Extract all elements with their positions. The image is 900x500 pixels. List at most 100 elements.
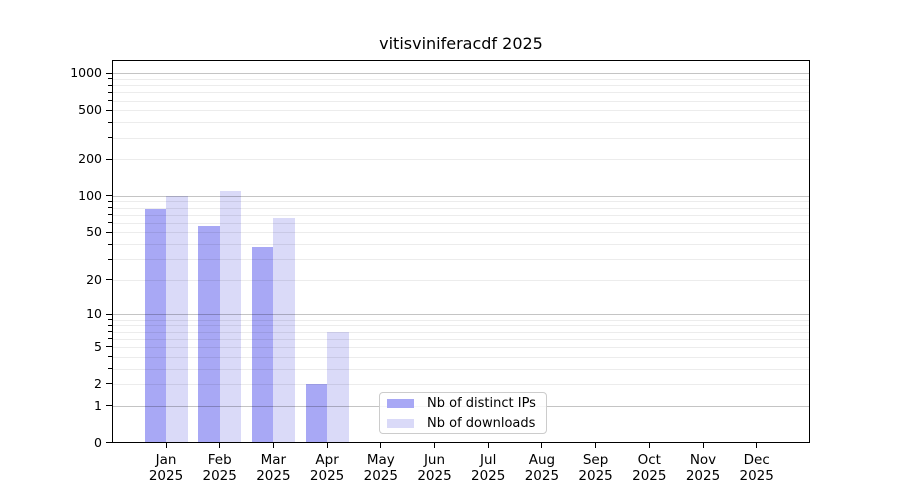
legend-item-distinct-ips: Nb of distinct IPs	[387, 396, 546, 411]
bar-distinct-ips-feb	[198, 225, 220, 442]
legend-label-downloads: Nb of downloads	[427, 415, 536, 431]
y-tick-mark	[106, 313, 112, 315]
plot-area	[112, 60, 810, 443]
bar-downloads-apr	[327, 331, 349, 442]
y-minor-tick-mark	[108, 331, 112, 332]
x-tick-year: 2025	[739, 468, 774, 484]
y-tick-label: 0	[94, 434, 102, 450]
x-tick-mark	[434, 443, 435, 448]
x-tick-label: Mar 2025	[241, 452, 305, 484]
x-tick-mark	[326, 443, 328, 448]
y-tick-label: 1	[94, 397, 102, 413]
bar-distinct-ips-apr	[305, 383, 328, 442]
x-tick-year: 2025	[632, 468, 667, 484]
minor-gridline	[113, 368, 809, 370]
y-minor-tick-mark	[108, 356, 112, 358]
bar-downloads-mar	[273, 217, 295, 442]
x-tick-month: May	[366, 452, 395, 468]
y-tick-label: 1000	[70, 65, 102, 81]
y-minor-tick-mark	[108, 368, 112, 370]
x-tick-mark	[272, 443, 274, 448]
y-minor-tick-mark	[108, 200, 112, 202]
y-minor-tick-mark	[108, 100, 112, 102]
x-tick-year: 2025	[309, 468, 345, 484]
x-tick-label: Oct 2025	[617, 452, 681, 484]
minor-gridline	[113, 122, 809, 124]
minor-gridline	[113, 331, 809, 333]
y-minor-tick-mark	[108, 207, 112, 209]
y-minor-tick-mark	[108, 121, 112, 123]
x-tick-mark	[165, 443, 167, 448]
bar-downloads-jan	[166, 195, 188, 442]
x-tick-year: 2025	[363, 468, 398, 484]
x-tick-month: Jun	[423, 452, 446, 468]
x-tick-label: Feb 2025	[188, 452, 252, 484]
y-tick-label: 2	[94, 375, 102, 391]
gridlines-layer	[113, 61, 809, 442]
x-tick-month: Nov	[689, 452, 717, 468]
y-minor-tick-mark	[108, 324, 112, 326]
x-tick-year: 2025	[256, 468, 291, 484]
y-minor-tick-mark	[108, 383, 112, 385]
legend-item-downloads: Nb of downloads	[387, 416, 546, 431]
minor-gridline	[113, 383, 809, 385]
x-tick-label: Jun 2025	[403, 452, 467, 484]
minor-gridline	[113, 356, 809, 358]
minor-gridline	[113, 338, 809, 340]
x-tick-mark	[380, 443, 382, 448]
x-tick-year: 2025	[417, 468, 452, 484]
y-tick-label: 200	[78, 151, 102, 167]
y-minor-tick-mark	[108, 231, 112, 233]
minor-gridline	[113, 259, 809, 261]
minor-gridline	[113, 244, 809, 246]
y-tick-label: 20	[86, 271, 102, 287]
bars-layer	[113, 61, 809, 442]
x-tick-mark	[648, 443, 650, 448]
minor-gridline	[113, 201, 809, 203]
minor-gridline	[113, 110, 809, 112]
minor-gridline	[113, 319, 809, 321]
y-minor-tick-mark	[108, 338, 112, 340]
x-tick-year: 2025	[685, 468, 721, 484]
x-tick-year: 2025	[524, 468, 560, 484]
y-tick-label: 100	[78, 187, 102, 203]
minor-gridline	[113, 137, 809, 139]
minor-gridline	[113, 214, 809, 216]
x-tick-label: Jul 2025	[456, 452, 520, 484]
major-gridline	[113, 73, 809, 75]
legend-label-distinct-ips: Nb of distinct IPs	[427, 395, 536, 411]
x-tick-month: Aug	[528, 452, 556, 468]
bar-downloads-feb	[219, 190, 242, 442]
y-tick-mark	[106, 405, 112, 407]
minor-gridline	[113, 207, 809, 209]
x-tick-label: Nov 2025	[671, 452, 735, 484]
y-minor-tick-mark	[108, 346, 112, 348]
minor-gridline	[113, 100, 809, 102]
minor-gridline	[113, 222, 809, 224]
minor-gridline	[113, 159, 809, 161]
minor-gridline	[113, 232, 809, 234]
x-tick-year: 2025	[471, 468, 506, 484]
minor-gridline	[113, 85, 809, 87]
y-minor-tick-mark	[108, 78, 112, 80]
minor-gridline	[113, 92, 809, 94]
legend-swatch-distinct-ips-icon	[387, 398, 414, 408]
major-gridline	[113, 314, 809, 316]
minor-gridline	[113, 325, 809, 327]
major-gridline	[113, 195, 809, 197]
y-minor-tick-mark	[108, 258, 112, 260]
y-tick-mark	[106, 195, 112, 197]
bar-distinct-ips-jan	[144, 209, 166, 442]
y-minor-tick-mark	[108, 222, 112, 224]
chart-title: vitisviniferacdf 2025	[379, 34, 543, 53]
y-minor-tick-mark	[108, 214, 112, 216]
minor-gridline	[113, 78, 809, 80]
x-tick-mark	[219, 443, 221, 448]
x-tick-year: 2025	[148, 468, 184, 484]
x-tick-label: Jan 2025	[134, 452, 198, 484]
minor-gridline	[113, 346, 809, 348]
x-tick-label: Sep 2025	[564, 452, 628, 484]
x-tick-month: Sep	[582, 452, 609, 468]
x-tick-year: 2025	[578, 468, 613, 484]
x-tick-year: 2025	[202, 468, 237, 484]
